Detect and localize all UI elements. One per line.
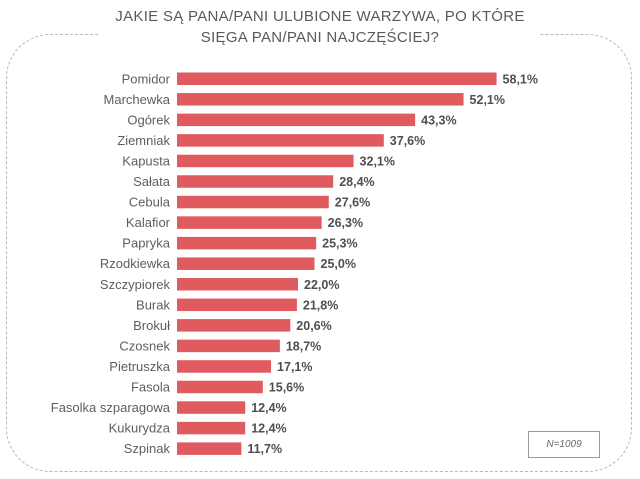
category-label: Brokuł bbox=[133, 318, 170, 333]
value-label: 11,7% bbox=[247, 442, 282, 456]
bar bbox=[177, 421, 246, 435]
bar bbox=[177, 442, 242, 455]
value-label: 37,6% bbox=[390, 134, 425, 148]
title-line-2: SIĘGA PAN/PANI NAJCZĘŚCIEJ? bbox=[200, 29, 440, 46]
bar bbox=[177, 360, 272, 373]
bar bbox=[177, 113, 416, 127]
category-label: Pomidor bbox=[122, 71, 171, 86]
sample-size-note: N=1009 bbox=[528, 431, 600, 458]
category-label: Kapusta bbox=[122, 153, 170, 168]
category-label: Kukurydza bbox=[109, 421, 171, 436]
title-line-1: JAKIE SĄ PANA/PANI ULUBIONE WARZYWA, PO … bbox=[115, 8, 525, 25]
category-label: Szczypiorek bbox=[100, 277, 171, 292]
bar bbox=[177, 72, 497, 85]
bar bbox=[177, 339, 280, 353]
category-label: Fasolka szparagowa bbox=[51, 400, 171, 415]
category-label: Sałata bbox=[133, 174, 171, 189]
category-label: Fasola bbox=[131, 380, 171, 395]
category-label: Czosnek bbox=[119, 338, 170, 353]
bar bbox=[177, 175, 334, 188]
bar bbox=[177, 134, 384, 147]
bar bbox=[177, 257, 315, 270]
value-label: 15,6% bbox=[269, 381, 304, 395]
category-label: Kalafior bbox=[126, 215, 171, 230]
value-label: 43,3% bbox=[421, 113, 456, 127]
value-label: 17,1% bbox=[277, 360, 312, 374]
category-label: Pietruszka bbox=[109, 359, 170, 374]
value-label: 12,4% bbox=[251, 401, 286, 415]
bar bbox=[177, 216, 322, 229]
bar bbox=[177, 236, 317, 250]
bar bbox=[177, 319, 291, 332]
category-label: Burak bbox=[136, 297, 170, 312]
value-label: 20,6% bbox=[296, 319, 331, 333]
bar bbox=[177, 195, 329, 209]
category-label: Ogórek bbox=[127, 112, 170, 127]
value-label: 52,1% bbox=[470, 93, 505, 107]
bar bbox=[177, 298, 297, 312]
value-label: 26,3% bbox=[328, 216, 363, 230]
value-label: 28,4% bbox=[339, 175, 374, 189]
category-label: Szpinak bbox=[124, 441, 171, 456]
value-label: 27,6% bbox=[335, 196, 370, 210]
value-label: 32,1% bbox=[360, 154, 395, 168]
category-label: Rzodkiewka bbox=[100, 256, 171, 271]
bar bbox=[177, 380, 263, 394]
bar bbox=[177, 93, 464, 106]
category-label: Papryka bbox=[122, 236, 170, 251]
bar bbox=[177, 401, 246, 414]
category-label: Cebula bbox=[129, 195, 171, 210]
value-label: 58,1% bbox=[503, 72, 538, 86]
value-label: 12,4% bbox=[251, 422, 286, 436]
bar bbox=[177, 278, 298, 291]
category-label: Marchewka bbox=[104, 92, 171, 107]
title-background bbox=[100, 24, 540, 48]
value-label: 18,7% bbox=[286, 339, 321, 353]
category-label: Ziemniak bbox=[117, 133, 170, 148]
value-label: 25,0% bbox=[321, 257, 356, 271]
value-label: 22,0% bbox=[304, 278, 339, 292]
chart-title: JAKIE SĄ PANA/PANI ULUBIONE WARZYWA, PO … bbox=[0, 6, 640, 48]
value-label: 21,8% bbox=[303, 298, 338, 312]
value-label: 25,3% bbox=[322, 237, 357, 251]
bar bbox=[177, 154, 354, 168]
